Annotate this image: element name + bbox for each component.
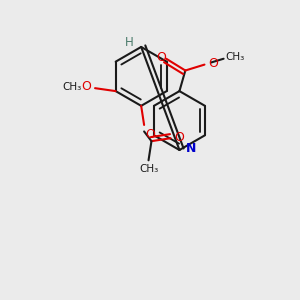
Text: N: N xyxy=(186,142,196,155)
Text: O: O xyxy=(156,51,166,64)
Text: CH₃: CH₃ xyxy=(63,82,82,92)
Text: O: O xyxy=(82,80,92,93)
Text: H: H xyxy=(125,36,134,49)
Text: CH₃: CH₃ xyxy=(139,164,158,174)
Text: O: O xyxy=(208,57,218,70)
Text: CH₃: CH₃ xyxy=(225,52,244,62)
Text: O: O xyxy=(174,131,184,144)
Text: O: O xyxy=(146,128,155,141)
